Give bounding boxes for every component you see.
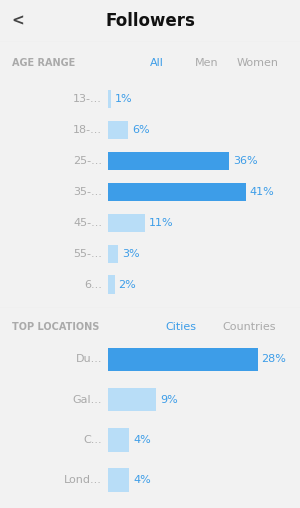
- Text: Lond...: Lond...: [64, 475, 102, 485]
- Text: 55-...: 55-...: [73, 249, 102, 259]
- Text: Women: Women: [237, 58, 279, 68]
- Bar: [108, 121, 128, 139]
- Bar: [108, 213, 145, 232]
- Text: 2%: 2%: [118, 280, 136, 290]
- Bar: [108, 90, 111, 108]
- Text: 6%: 6%: [132, 125, 149, 135]
- Text: 28%: 28%: [262, 354, 286, 364]
- Bar: [108, 182, 246, 201]
- Text: 13-...: 13-...: [73, 94, 102, 104]
- Text: Followers: Followers: [105, 12, 195, 30]
- Text: Countries: Countries: [222, 322, 275, 332]
- Text: 35-...: 35-...: [73, 187, 102, 197]
- Text: 18-...: 18-...: [73, 125, 102, 135]
- Text: 9%: 9%: [160, 395, 178, 404]
- Bar: [108, 152, 229, 170]
- Bar: [108, 428, 129, 452]
- Text: 4%: 4%: [133, 475, 151, 485]
- Text: <: <: [12, 14, 24, 28]
- Text: Men: Men: [195, 58, 219, 68]
- Text: 25-...: 25-...: [73, 156, 102, 166]
- Bar: [108, 468, 129, 492]
- Text: 3%: 3%: [122, 249, 139, 259]
- Bar: [108, 388, 156, 411]
- Bar: [108, 244, 118, 263]
- Bar: [108, 347, 258, 371]
- Text: Gal...: Gal...: [73, 395, 102, 404]
- Text: 4%: 4%: [133, 435, 151, 445]
- Bar: [108, 275, 115, 294]
- Text: Cities: Cities: [165, 322, 196, 332]
- Text: C...: C...: [83, 435, 102, 445]
- Text: TOP LOCATIONS: TOP LOCATIONS: [12, 322, 99, 332]
- Text: 6...: 6...: [84, 280, 102, 290]
- Text: All: All: [150, 58, 164, 68]
- Text: Du...: Du...: [76, 354, 102, 364]
- Text: 41%: 41%: [250, 187, 274, 197]
- Text: AGE RANGE: AGE RANGE: [12, 58, 75, 68]
- Text: 11%: 11%: [148, 218, 173, 228]
- Text: 36%: 36%: [233, 156, 257, 166]
- Text: 45-...: 45-...: [73, 218, 102, 228]
- Text: 1%: 1%: [115, 94, 133, 104]
